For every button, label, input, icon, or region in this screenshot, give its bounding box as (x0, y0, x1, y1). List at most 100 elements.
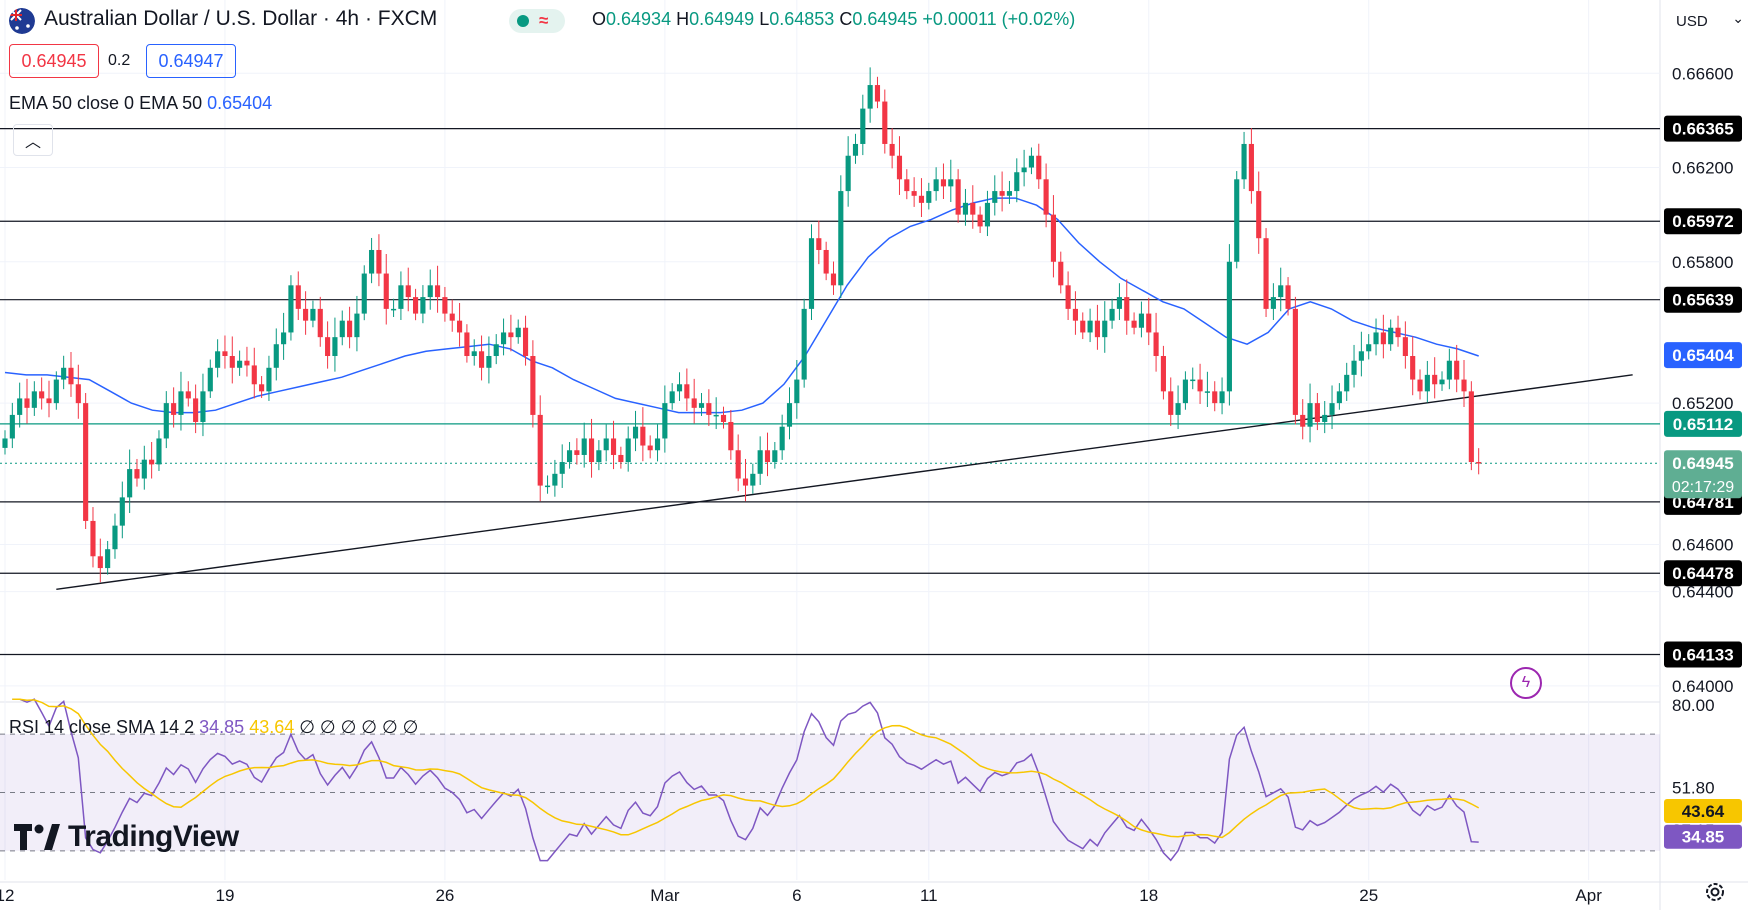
candle-body (2, 438, 8, 448)
market-open-dot (517, 15, 529, 27)
candle-body (588, 438, 595, 463)
candle-body (610, 438, 617, 455)
candle-body (1300, 414, 1306, 427)
candle-body (654, 438, 661, 451)
rsi-sma-badge (1664, 799, 1742, 824)
candle-body (339, 320, 345, 338)
candle-body (625, 438, 631, 463)
candle-body (889, 143, 895, 156)
level-price-label: 0.66365 (1672, 120, 1733, 139)
rsi-legend[interactable]: RSI 14 close SMA 14 2 34.85 43.64 ∅ ∅ ∅ … (9, 717, 418, 738)
currency-label: USD (1676, 12, 1708, 30)
candle-body (1263, 238, 1269, 309)
close-label: C (839, 9, 853, 29)
buy-button[interactable]: 0.64947 (146, 44, 236, 78)
collapse-legend-button[interactable]: ︿ (13, 124, 53, 156)
candle-body (134, 469, 140, 479)
high-value: 0.64949 (689, 9, 755, 29)
candle-body (1322, 414, 1328, 422)
trendline (56, 374, 1633, 590)
price-tick-label: 0.64400 (1672, 583, 1733, 602)
ema-50-line (4, 197, 1479, 414)
candle-body (896, 155, 903, 180)
candle-body (68, 367, 74, 385)
candle-body (1432, 374, 1438, 385)
candle-body (706, 403, 712, 415)
candle-body (977, 214, 983, 227)
rsi-tick-label: 51.80 (1672, 778, 1715, 797)
candle-body (1270, 297, 1276, 309)
settings-gear-icon[interactable] (1703, 880, 1727, 904)
candle-body (442, 297, 448, 314)
candle-body (999, 191, 1005, 196)
candle-body (1373, 332, 1379, 345)
candle-body (1058, 261, 1064, 286)
candle-body (1439, 379, 1445, 385)
candle-body (427, 285, 433, 298)
price-axis: 0.66600 0.66200 0.65800 0.65200 0.64600 0.644… (1664, 64, 1742, 849)
candle-body (1080, 320, 1086, 333)
symbol-title[interactable]: Australian Dollar / U.S. Dollar · 4h · F… (44, 7, 438, 30)
candle-body (369, 249, 375, 274)
low-label: L (759, 9, 770, 29)
candle-body (1065, 285, 1071, 309)
australia-flag-icon (9, 8, 35, 34)
candle-body (1234, 179, 1240, 262)
candle-body (640, 426, 646, 446)
candle-body (288, 285, 294, 333)
last-price-label: 0.64945 (1672, 454, 1733, 473)
delayed-data-icon: ≈ (539, 11, 549, 30)
candle-body (31, 391, 37, 408)
close-value: 0.64945 (852, 9, 918, 29)
candle-body (1329, 403, 1335, 415)
candle-body (603, 438, 609, 451)
candle-body (970, 202, 976, 215)
level-price-badge (1664, 286, 1742, 313)
currency-selector[interactable]: USD ⌄ (1666, 6, 1748, 36)
candle-body (735, 450, 741, 479)
candle-body (112, 525, 118, 550)
countdown-label: 02:17:29 (1672, 479, 1734, 496)
rsi-badge (1664, 824, 1742, 849)
candle-body (398, 285, 404, 309)
level-price-label: 0.65112 (1673, 415, 1734, 434)
candle-body (596, 450, 602, 463)
candle-body (251, 365, 257, 385)
candle-body (742, 478, 749, 486)
candle-body (1050, 214, 1057, 262)
candle-body (46, 398, 52, 404)
candle-body (500, 332, 507, 345)
candle-body (530, 356, 536, 415)
sell-button[interactable]: 0.64945 (9, 44, 99, 78)
candle-body (882, 101, 888, 144)
candle-body (992, 191, 998, 203)
candle-body (449, 313, 455, 321)
candle-body (786, 403, 793, 427)
candle-body (794, 379, 800, 404)
candle-body (237, 360, 243, 368)
candle-body (1138, 313, 1144, 328)
candle-body (918, 195, 925, 203)
ema-legend[interactable]: EMA 50 close 0 EMA 50 0.65404 (9, 93, 272, 114)
candle-body (1307, 403, 1313, 427)
candle-body (75, 384, 81, 404)
ascending-trendline (56, 374, 1633, 590)
support-resistance-levels (0, 128, 1660, 656)
brand-name: TradingView (68, 820, 239, 853)
candle-body (1395, 327, 1401, 338)
ohlc-readout: O0.64934 H0.64949 L0.64853 C0.64945 +0.0… (592, 9, 1075, 30)
candle-body (1388, 327, 1394, 345)
candle-body (53, 379, 59, 404)
candle-body (852, 143, 859, 156)
candle-body (1461, 379, 1467, 392)
ema-legend-value: 0.65404 (207, 93, 273, 113)
candle-body (1476, 462, 1482, 464)
lightning-icon[interactable]: ϟ (1510, 667, 1542, 699)
candle-body (1219, 391, 1225, 404)
tradingview-logo[interactable]: TradingView (14, 820, 239, 854)
market-status-icon[interactable]: ≈ (509, 9, 565, 33)
candle-body (1358, 351, 1364, 361)
candle-body (581, 438, 587, 455)
candle-body (17, 398, 23, 415)
